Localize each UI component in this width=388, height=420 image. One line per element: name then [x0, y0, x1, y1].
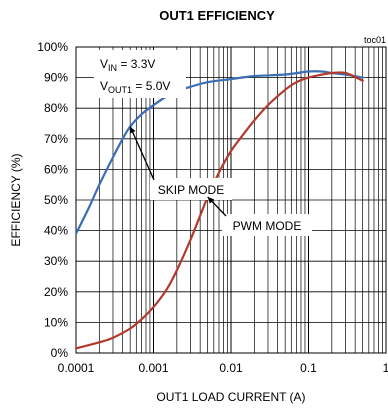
pwm-mode-label-box [222, 214, 312, 236]
pwm-mode-label: PWM MODE [233, 219, 302, 233]
plot-frame [75, 46, 387, 354]
chart-title: OUT1 EFFICIENCY [159, 8, 275, 23]
x-tick-label: 0.001 [138, 361, 168, 375]
condition-text: VOUT1 = 5.0V [100, 79, 170, 95]
skip-mode-arrow [129, 126, 155, 181]
y-tick-label: 50% [44, 193, 68, 207]
x-tick-label: 1 [383, 361, 388, 375]
y-tick-label: 100% [37, 40, 68, 54]
label-layer: VIN = 3.3V VOUT1 = 5.0V SKIP MODE PWM MODE [94, 50, 312, 236]
skip-mode-label: SKIP MODE [158, 183, 224, 197]
x-tick-label: 0.01 [219, 361, 243, 375]
y-tick-label: 40% [44, 224, 68, 238]
x-axis-label: OUT1 LOAD CURRENT (A) [156, 390, 305, 404]
y-tick-label: 0% [51, 346, 69, 360]
y-tick-label: 90% [44, 71, 68, 85]
y-tick-label: 10% [44, 315, 68, 329]
x-tick-label: 0.1 [300, 361, 317, 375]
skip-mode-arrowhead [129, 126, 136, 134]
y-tick-label: 20% [44, 285, 68, 299]
skip-mode-label-box [150, 178, 232, 200]
y-tick-label: 70% [44, 132, 68, 146]
series-line-pwm-mode [74, 71, 364, 350]
pwm-mode-arrowhead [207, 196, 215, 204]
y-tick-label: 30% [44, 254, 68, 268]
y-axis-label: EFFICIENCY (%) [9, 153, 23, 246]
conditions-box [94, 50, 186, 98]
y-tick-label: 80% [44, 101, 68, 115]
condition-text: VIN = 3.3V [100, 57, 155, 73]
y-tick-label: 60% [44, 162, 68, 176]
axis-layer: 0.0001 0.001 0.01 0.1 10%10%20%30%40%50%60%7… [37, 40, 388, 375]
corner-label: toc01 [364, 35, 386, 45]
x-tick-label: 0.0001 [58, 361, 95, 375]
